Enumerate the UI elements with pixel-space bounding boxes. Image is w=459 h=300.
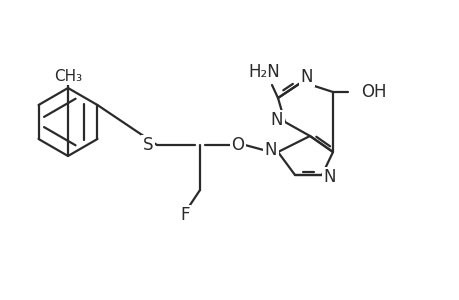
Text: O: O <box>231 136 244 154</box>
Text: H₂N: H₂N <box>247 63 279 81</box>
Text: OH: OH <box>360 83 386 101</box>
Text: S: S <box>142 136 153 154</box>
Text: N: N <box>323 168 336 186</box>
Text: F: F <box>180 206 190 224</box>
Text: N: N <box>264 141 277 159</box>
Text: N: N <box>300 68 313 86</box>
Text: N: N <box>270 111 283 129</box>
Text: CH₃: CH₃ <box>54 68 82 83</box>
